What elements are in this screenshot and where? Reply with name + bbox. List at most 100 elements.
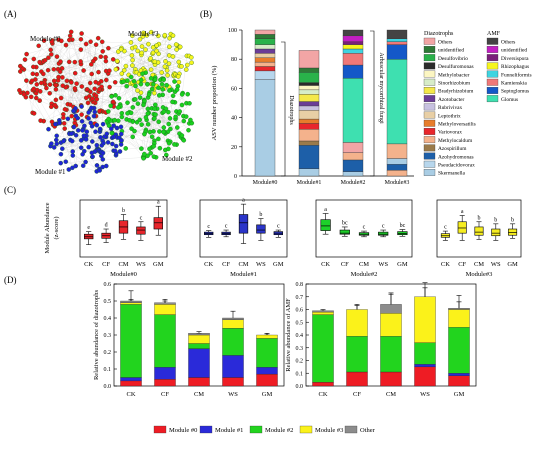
network-node — [80, 163, 86, 168]
d-legend-label: Module #1 — [215, 427, 243, 434]
network-node — [17, 88, 22, 93]
network-node — [58, 151, 64, 157]
d-legend-label: Module #2 — [265, 427, 293, 434]
network-node — [172, 79, 177, 84]
network-node — [21, 92, 27, 97]
d-y-tick-label: 0.2 — [104, 350, 112, 356]
network-node — [79, 84, 85, 89]
network-node — [179, 102, 185, 108]
b-bar-segment — [342, 159, 364, 172]
b-legend-swatch — [423, 78, 436, 86]
network-node — [107, 84, 112, 90]
network-node — [90, 139, 95, 144]
b-bar-segment — [386, 158, 408, 165]
network-edge — [20, 71, 57, 144]
network-edge — [35, 64, 92, 80]
b-legend-label: Variovorax — [438, 130, 462, 136]
network-node — [39, 80, 44, 86]
c-significance-letter: a — [242, 198, 245, 204]
network-node — [172, 142, 177, 147]
network-node — [83, 137, 89, 142]
c-box — [153, 217, 163, 230]
network-node — [106, 116, 111, 122]
b-bar-segment — [298, 123, 320, 130]
network-node — [140, 71, 145, 76]
network-node — [84, 129, 90, 134]
network-node — [156, 85, 161, 91]
network-node — [100, 157, 106, 162]
d-bar-segment — [346, 309, 368, 337]
network-node — [151, 143, 156, 149]
network-node — [176, 59, 182, 65]
network-node — [63, 42, 69, 48]
network-node — [124, 83, 129, 89]
network-node — [93, 79, 98, 85]
network-node — [60, 83, 66, 88]
b-x-tick-label: Module#2 — [341, 180, 366, 186]
network-node — [151, 82, 156, 87]
d-bar-segment — [312, 382, 334, 387]
network-node — [89, 71, 94, 77]
b-legend-label: unidentified — [438, 47, 464, 54]
d-bar-segment — [312, 311, 334, 315]
network-node — [148, 150, 153, 156]
d-y-tick-label: 0.1 — [296, 371, 304, 377]
b-legend-label: Desulfovibrio — [438, 55, 468, 62]
network-node — [174, 87, 180, 92]
network-graph — [17, 29, 195, 174]
network-node — [164, 152, 169, 158]
network-node — [185, 91, 190, 97]
c-x-tick-label: CK — [204, 261, 213, 268]
b-y-tick-label: 100 — [228, 28, 237, 34]
network-node — [53, 87, 59, 92]
network-node — [106, 123, 112, 128]
network-node — [135, 48, 140, 54]
network-node — [119, 110, 125, 116]
network-node — [62, 107, 68, 112]
network-node — [68, 29, 74, 35]
d-legend-swatch — [199, 425, 213, 434]
b-bar-segment — [342, 29, 364, 37]
network-node — [53, 121, 58, 127]
network-node — [142, 98, 147, 104]
network-node — [68, 102, 73, 107]
network-node — [152, 77, 158, 82]
network-node — [113, 67, 119, 72]
b-bar-segment — [254, 48, 276, 54]
b-bar-segment — [342, 171, 364, 177]
network-node — [30, 71, 36, 77]
b-x-tick-label: Module#0 — [253, 180, 278, 186]
network-node — [170, 93, 176, 99]
c-significance-letter: b — [122, 208, 125, 214]
network-node — [130, 134, 135, 140]
network-node — [49, 52, 54, 57]
b-bar-segment — [342, 78, 364, 143]
network-node — [149, 86, 155, 92]
c-box — [457, 221, 467, 234]
network-node — [74, 81, 79, 86]
c-box — [474, 226, 484, 236]
network-node — [53, 97, 59, 103]
c-x-tick-label: CF — [458, 261, 466, 268]
network-node — [88, 39, 93, 44]
network-node — [54, 133, 59, 139]
d-bar-segment — [312, 310, 334, 313]
network-node — [93, 129, 98, 134]
network-node — [71, 108, 76, 114]
network-edge — [118, 51, 168, 71]
c-box — [491, 228, 501, 237]
d-bar-segment — [188, 334, 210, 344]
network-node — [141, 102, 146, 108]
network-node — [75, 115, 80, 121]
network-node — [132, 128, 137, 134]
c-significance-letter: c — [207, 224, 210, 230]
network-node — [129, 53, 135, 58]
b-bar-segment — [254, 53, 276, 58]
network-node — [125, 111, 130, 116]
network-node — [62, 126, 67, 131]
network-node — [187, 101, 192, 106]
b-legend-label: Desulfuromonas — [438, 63, 474, 70]
b-legend-swatch — [423, 70, 436, 78]
network-edge — [89, 41, 91, 97]
network-edge — [150, 131, 164, 154]
